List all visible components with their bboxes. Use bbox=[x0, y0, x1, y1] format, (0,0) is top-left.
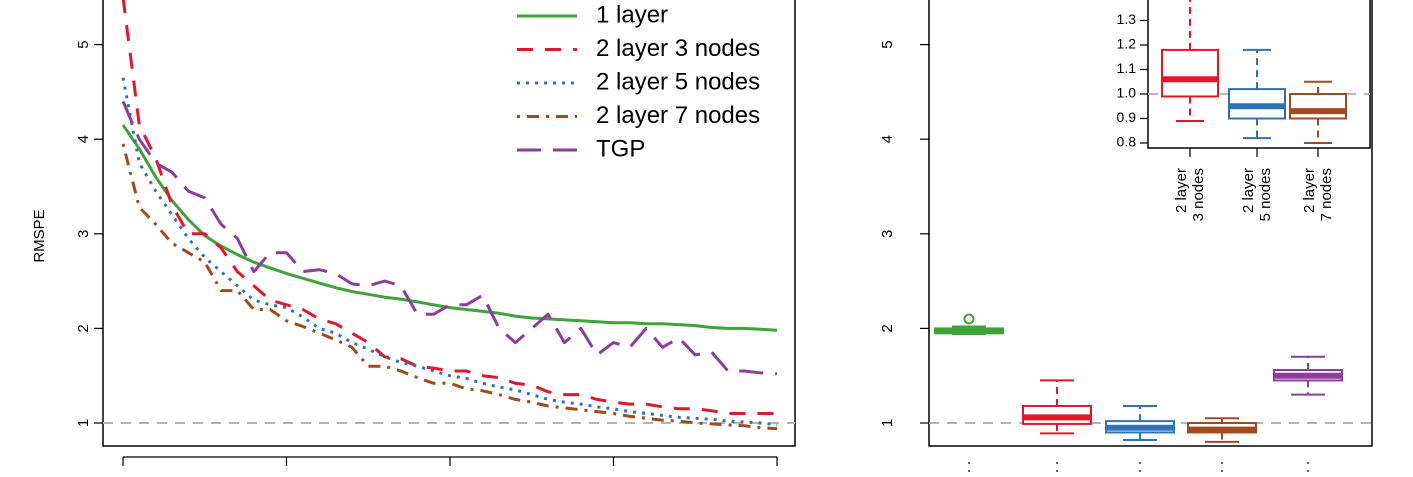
inset-y-tick-label: 1.2 bbox=[1117, 36, 1137, 52]
inset-y-tick-label: 0.9 bbox=[1117, 109, 1137, 125]
legend-label-2: 2 layer 5 nodes bbox=[596, 68, 760, 95]
left-y-tick-label: 3 bbox=[75, 230, 92, 238]
series-line-2 bbox=[121, 77, 778, 427]
left-y-tick-label: 1 bbox=[75, 419, 92, 427]
right-y-tick-label: 4 bbox=[879, 135, 896, 143]
right-y-tick-label: 1 bbox=[879, 419, 896, 427]
legend-label-1: 2 layer 3 nodes bbox=[596, 35, 760, 62]
left-line-chart: 1 2 3 4 5 RMSPE 1 layer 2 layer 3 nodes 2 layer … bbox=[31, 0, 796, 466]
main-box-4 bbox=[1273, 355, 1343, 396]
inset-iqr-box bbox=[1289, 93, 1347, 120]
inset-box-1 bbox=[1228, 48, 1286, 140]
legend-label-0: 1 layer bbox=[596, 1, 668, 28]
left-plot-frame bbox=[102, 0, 796, 447]
right-plot-frame bbox=[928, 0, 1373, 447]
series-line-1 bbox=[121, 0, 777, 415]
right-y-tick-label: 3 bbox=[879, 230, 896, 238]
series-line-4 bbox=[121, 100, 778, 376]
inset-iqr-box bbox=[1161, 48, 1219, 98]
legend-label-4: TGP bbox=[596, 135, 645, 162]
main-box-2 bbox=[1105, 404, 1175, 442]
inset-x-label-line2: 5 nodes bbox=[1257, 168, 1274, 221]
series-line-0 bbox=[121, 124, 778, 332]
inset-x-label-line1: 2 layer bbox=[1301, 168, 1318, 213]
inset-boxes bbox=[1161, 0, 1347, 144]
main-outlier bbox=[963, 313, 975, 325]
series-line-3 bbox=[121, 143, 778, 431]
right-y-tick-label: 5 bbox=[879, 40, 896, 48]
legend-label-3: 2 layer 7 nodes bbox=[596, 102, 760, 129]
inset-y-tick-label: 1.3 bbox=[1117, 11, 1137, 27]
inset-y-tick-label: 1.4 bbox=[1117, 0, 1137, 3]
left-y-tick-label: 5 bbox=[75, 40, 92, 48]
left-y-axis-label: RMSPE bbox=[31, 209, 48, 262]
right-y-tick-label: 2 bbox=[879, 324, 896, 332]
inset-x-label-line2: 7 nodes bbox=[1318, 168, 1335, 221]
inset-box-2 bbox=[1289, 80, 1347, 144]
left-y-tick-label: 4 bbox=[75, 135, 92, 143]
main-box-1 bbox=[1022, 379, 1092, 435]
inset-y-tick-label: 0.8 bbox=[1117, 134, 1137, 150]
inset-y-tick-label: 1.1 bbox=[1117, 60, 1137, 76]
main-box-0 bbox=[934, 313, 1004, 336]
inset-box-0 bbox=[1161, 0, 1219, 122]
inset-y-tick-label: 1.0 bbox=[1117, 85, 1137, 101]
left-y-tick-label: 2 bbox=[75, 324, 92, 332]
main-box-3 bbox=[1187, 417, 1257, 443]
inset-x-label-line2: 3 nodes bbox=[1190, 168, 1207, 221]
left-series-group bbox=[121, 0, 778, 431]
left-legend: 1 layer 2 layer 3 nodes 2 layer 5 nodes 2 l… bbox=[517, 1, 760, 162]
inset-x-label-line1: 2 layer bbox=[1173, 168, 1190, 213]
inset-x-label-line1: 2 layer bbox=[1240, 168, 1257, 213]
